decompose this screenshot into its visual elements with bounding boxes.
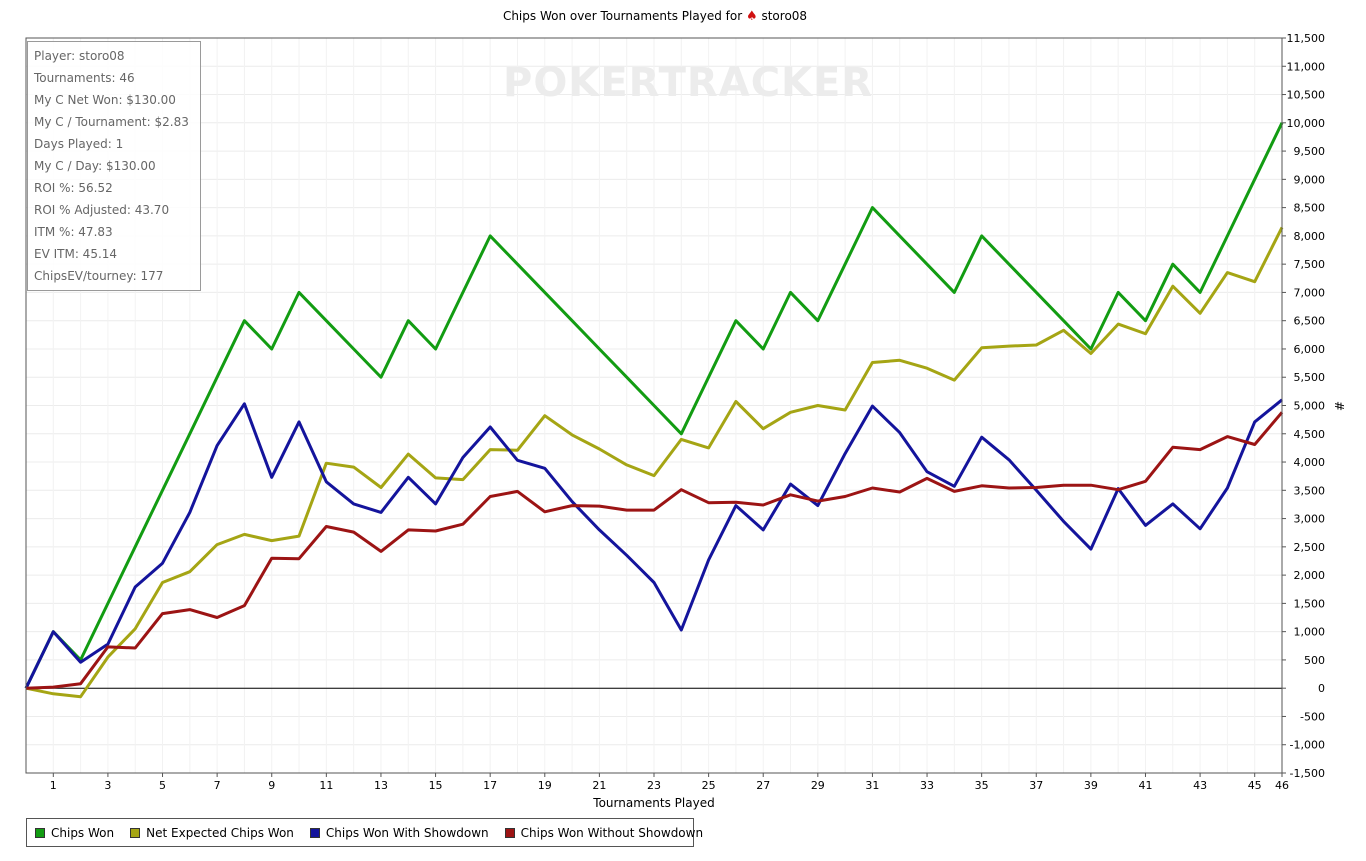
x-tick-label: 13: [374, 779, 388, 792]
y-tick-label: 9,500: [1294, 145, 1326, 158]
chart-title-text: Chips Won over Tournaments Played for: [502, 9, 743, 23]
legend-swatch: [35, 827, 45, 838]
x-tick-label: 41: [1138, 779, 1152, 792]
y-tick-label: -500: [1300, 710, 1325, 723]
legend-label: Chips Won: [51, 825, 115, 840]
x-tick-label: 21: [592, 779, 606, 792]
stat-row: Player: storo08: [34, 49, 125, 63]
y-axis-title: #: [1332, 400, 1347, 412]
x-tick-label: 5: [159, 779, 166, 792]
x-tick-label: 25: [702, 779, 716, 792]
y-tick-label: 8,000: [1294, 230, 1326, 243]
y-tick-label: 9,000: [1294, 173, 1326, 186]
pokertracker-watermark: POKERTRACKER: [503, 60, 874, 106]
y-tick-label: 1,000: [1294, 626, 1326, 639]
x-tick-label: 46: [1275, 779, 1289, 792]
x-tick-label: 33: [920, 779, 934, 792]
legend-label: Chips Won Without Showdown: [520, 825, 704, 840]
y-tick-label: 11,500: [1287, 32, 1326, 45]
x-tick-label: 43: [1193, 779, 1207, 792]
spade-icon: ♠: [745, 9, 758, 24]
x-tick-label: 23: [647, 779, 661, 792]
series-line-3: [25, 411, 1284, 690]
x-tick-label: 39: [1084, 779, 1098, 792]
stat-row: ChipsEV/tourney: 177: [34, 269, 164, 283]
y-tick-label: 0: [1318, 682, 1325, 695]
stat-row: My C / Tournament: $2.83: [34, 115, 189, 129]
x-tick-label: 45: [1248, 779, 1262, 792]
y-tick-label: 10,500: [1287, 89, 1326, 102]
x-axis-ticks: 1 3 5 7 9 11 13 15 17 19 21 23 25 27 29 31 33 35 37 39 41 43 4…: [50, 773, 1289, 792]
x-tick-label: 9: [268, 779, 275, 792]
x-tick-label: 7: [214, 779, 221, 792]
x-tick-label: 27: [756, 779, 770, 792]
x-tick-label: 37: [1029, 779, 1043, 792]
legend-label: Net Expected Chips Won: [146, 825, 294, 840]
legend-item: Chips Won: [35, 826, 114, 840]
y-tick-label: 7,500: [1294, 258, 1326, 271]
stat-row: My C / Day: $130.00: [34, 159, 156, 173]
player-stats-box: Player: storo08 Tournaments: 46 My C Net W…: [27, 41, 201, 291]
x-axis-title: Tournaments Played: [593, 796, 715, 810]
x-tick-label: 31: [865, 779, 879, 792]
y-tick-label: 3,500: [1294, 484, 1326, 497]
y-tick-label: 5,500: [1294, 371, 1326, 384]
y-tick-label: 7,000: [1294, 286, 1326, 299]
x-tick-label: 29: [811, 779, 825, 792]
chart-title-player: storo08: [761, 9, 808, 23]
legend-item: Net Expected Chips Won: [130, 826, 294, 840]
y-tick-label: 10,000: [1287, 117, 1326, 130]
chart-legend: Chips Won Net Expected Chips Won Chips Won…: [26, 818, 703, 847]
y-tick-label: 2,000: [1294, 569, 1326, 582]
y-tick-label: 5,000: [1294, 400, 1326, 413]
y-tick-label: -1,000: [1290, 739, 1325, 752]
series-lines: [24, 122, 1284, 699]
y-tick-label: 8,500: [1294, 202, 1326, 215]
chart-title: Chips Won over Tournaments Played for ♠ …: [0, 9, 1310, 24]
series-line-0: [24, 122, 1284, 689]
stat-row: ROI %: 56.52: [34, 181, 113, 195]
stat-row: My C Net Won: $130.00: [34, 93, 176, 107]
y-tick-label: 4,500: [1294, 428, 1326, 441]
legend-item: Chips Won Without Showdown: [504, 825, 704, 840]
x-tick-label: 19: [538, 779, 552, 792]
stat-row: Days Played: 1: [34, 137, 124, 151]
y-tick-label: 2,500: [1294, 541, 1326, 554]
y-tick-label: 1,500: [1294, 597, 1326, 610]
x-tick-label: 35: [975, 779, 989, 792]
legend-label: Chips Won With Showdown: [325, 825, 489, 840]
y-tick-label: -1,500: [1290, 767, 1325, 780]
series-line-1: [25, 226, 1284, 699]
stat-row: EV ITM: 45.14: [34, 247, 118, 261]
y-tick-label: 11,000: [1287, 60, 1326, 73]
y-tick-label: 4,000: [1294, 456, 1326, 469]
x-tick-label: 1: [50, 779, 57, 792]
legend-item: Chips Won With Showdown: [309, 825, 489, 840]
series-line-2: [24, 398, 1283, 689]
x-tick-label: 17: [483, 779, 497, 792]
y-axis-ticks: -1,500 -1,000 -500 0 500 1,000 1,500 2,000 2,500…: [1282, 32, 1325, 780]
x-tick-label: 11: [319, 779, 333, 792]
stat-row: Tournaments: 46: [34, 71, 135, 85]
legend-swatch: [504, 827, 515, 838]
x-tick-label: 3: [104, 779, 111, 792]
stat-row: ROI % Adjusted: 43.70: [34, 203, 170, 217]
y-tick-label: 500: [1304, 654, 1325, 667]
y-tick-label: 3,000: [1294, 513, 1326, 526]
stat-row: ITM %: 47.83: [34, 225, 113, 239]
legend-swatch: [130, 827, 141, 838]
y-tick-label: 6,000: [1294, 343, 1326, 356]
x-tick-label: 15: [429, 779, 443, 792]
y-tick-label: 6,500: [1294, 315, 1326, 328]
legend-swatch: [309, 827, 320, 838]
grid-lines: [26, 37, 1283, 774]
